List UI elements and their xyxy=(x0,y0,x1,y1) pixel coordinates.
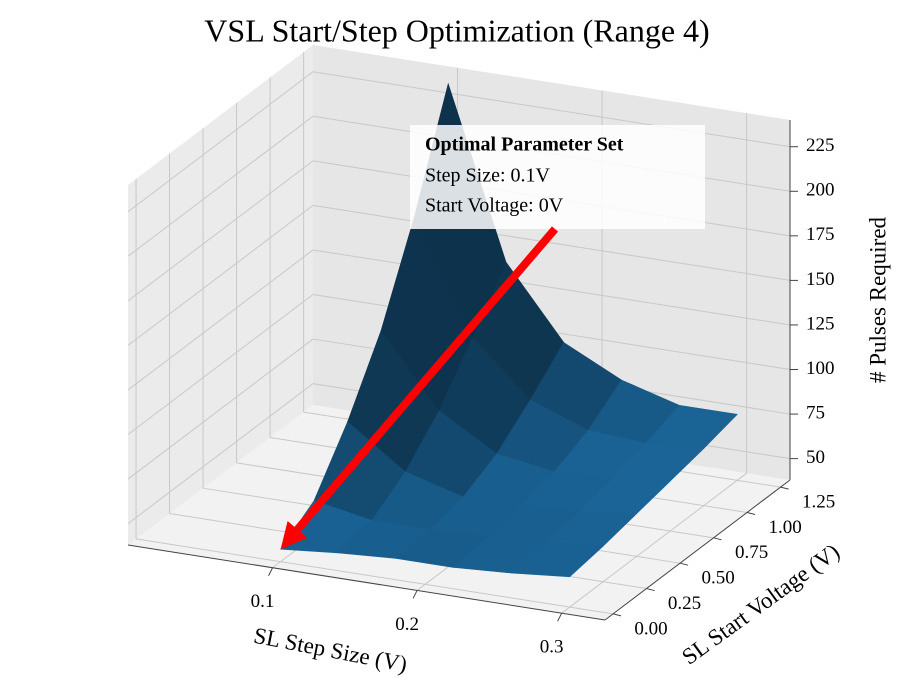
tick-mark xyxy=(268,567,273,576)
tick-mark xyxy=(612,613,622,617)
z-axis-label: # Pulses Required xyxy=(865,216,890,383)
z-tick-label: 50 xyxy=(806,447,825,468)
grid-line xyxy=(127,294,314,435)
tick-mark xyxy=(713,537,722,541)
annotation-title: Optimal Parameter Set xyxy=(425,134,624,156)
tick-mark xyxy=(557,612,563,622)
grid-line xyxy=(127,71,314,213)
x-axis-label: SL Step Size (V) xyxy=(252,623,410,677)
tick-mark xyxy=(646,588,655,592)
tick-mark xyxy=(746,511,756,515)
y-tick-label: 0.25 xyxy=(668,593,701,614)
z-tick-label: 100 xyxy=(806,358,835,379)
tick-mark xyxy=(412,590,418,599)
grid-line xyxy=(312,71,791,148)
chart-title: VSL Start/Step Optimization (Range 4) xyxy=(204,12,709,48)
tick-mark xyxy=(780,486,789,490)
annotation-line: Start Voltage: 0V xyxy=(425,195,564,217)
ticks: 0.1 0.2 0.3 0.000.250.500.751.001.25 50 75 100… xyxy=(127,120,835,658)
z-tick-label: 200 xyxy=(806,180,835,201)
z-tick-label: 125 xyxy=(806,313,835,334)
x-tick-label: 0.1 xyxy=(251,591,275,612)
axis-line xyxy=(604,479,791,621)
annotation: Optimal Parameter Set Step Size: 0.1V St… xyxy=(280,125,705,550)
grid-line xyxy=(127,338,314,480)
grid-line xyxy=(135,538,614,615)
grid-line xyxy=(127,383,314,525)
surface-face xyxy=(511,541,604,578)
annotation-arrowhead xyxy=(280,521,308,550)
grid-line xyxy=(127,249,314,391)
x-tick-label: 0.3 xyxy=(540,637,564,658)
grid-line xyxy=(127,160,314,302)
x-tick-label: 0.2 xyxy=(395,614,419,635)
grid-line xyxy=(312,249,791,326)
y-tick-label: 1.25 xyxy=(802,491,835,512)
z-tick-label: 175 xyxy=(806,224,835,245)
axis-line xyxy=(127,544,606,621)
y-tick-label: 0.75 xyxy=(735,542,768,563)
annotation-box xyxy=(410,125,705,229)
y-tick-label: 0.50 xyxy=(701,568,734,589)
grid-line xyxy=(127,204,314,346)
z-tick-label: 225 xyxy=(806,135,835,156)
y-tick-label: 1.00 xyxy=(768,517,801,538)
z-tick-label: 75 xyxy=(806,402,825,423)
annotation-line: Step Size: 0.1V xyxy=(425,165,551,187)
grid-line xyxy=(127,115,314,257)
tick-mark xyxy=(679,562,689,566)
annotation-arrow xyxy=(294,226,559,533)
grid-line xyxy=(561,472,747,614)
y-tick-label: 0.00 xyxy=(634,618,667,639)
grid-line xyxy=(312,204,791,281)
left-pane xyxy=(128,45,313,545)
z-tick-label: 150 xyxy=(806,269,835,290)
